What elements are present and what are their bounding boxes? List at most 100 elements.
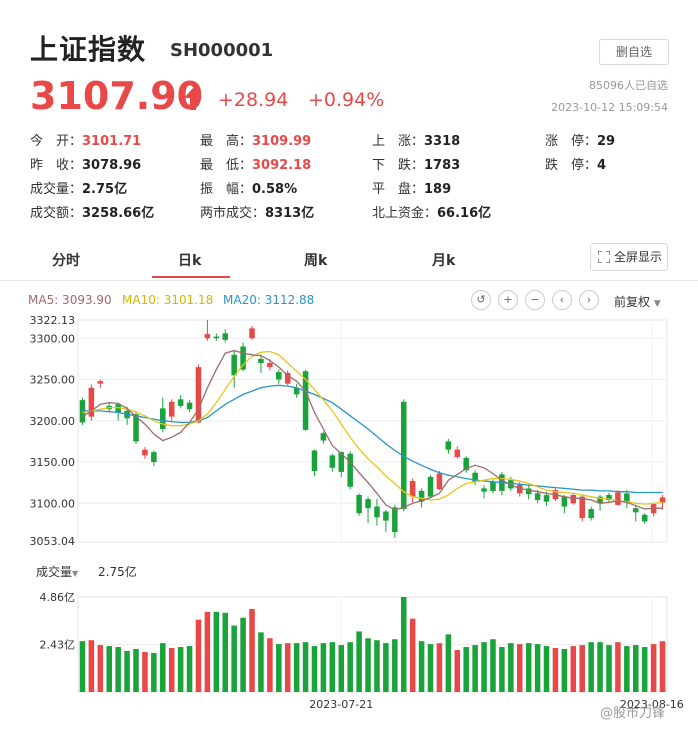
stat-value: 2.75亿	[82, 182, 128, 197]
stat-value: 1783	[424, 158, 461, 173]
candle-body	[133, 414, 139, 442]
adjust-select[interactable]: 前复权 ▼	[614, 293, 661, 310]
candle-body	[177, 399, 184, 406]
volume-bar	[293, 643, 300, 692]
candle-body	[659, 497, 666, 503]
stat-label: 昨 收：	[30, 158, 83, 173]
volume-bar	[311, 646, 318, 692]
candle-body	[624, 493, 630, 503]
stat-label: 今 开：	[30, 134, 83, 149]
volume-bar	[222, 612, 229, 692]
kline-chart[interactable]: 3322.13 3300.00 3250.00 3200.00 3150.00 3100.…	[0, 310, 698, 710]
volume-tick-label: 4.86亿	[40, 591, 76, 604]
candle-body	[463, 457, 469, 471]
candle-body	[320, 433, 327, 441]
stat-item: 平 盘：189	[372, 178, 451, 197]
candle-body	[543, 495, 550, 502]
stat-value: 189	[424, 182, 452, 197]
volume-bar	[418, 641, 425, 692]
volume-bar	[374, 640, 380, 692]
volume-bar	[570, 646, 577, 692]
candle-body	[579, 496, 585, 519]
stat-value: 3092.18	[252, 158, 312, 173]
reset-icon[interactable]: ↺	[471, 290, 491, 310]
candle-body	[249, 328, 255, 339]
stat-label: 成交额：	[30, 206, 83, 221]
candle-body	[195, 367, 202, 423]
candle-body	[160, 408, 166, 430]
candle-body	[561, 496, 568, 507]
volume-bar	[160, 643, 166, 692]
scroll-left-icon[interactable]: ‹	[552, 290, 572, 310]
stat-item: 今 开：3101.71	[30, 130, 141, 149]
zoom-out-icon[interactable]: −	[525, 290, 545, 310]
candle-body	[525, 488, 532, 495]
stat-item: 跌 停：4	[545, 154, 606, 173]
candle-body	[142, 449, 148, 456]
volume-bar	[124, 650, 130, 692]
tab-monthly-k[interactable]: 月k	[432, 253, 456, 269]
volume-bar	[445, 634, 452, 692]
candle-body	[516, 485, 523, 494]
volume-bar	[392, 639, 398, 692]
favorite-count: 85096人已自选	[589, 79, 668, 92]
volume-bar	[543, 646, 550, 692]
volume-bar	[213, 611, 220, 692]
volume-bar	[588, 642, 594, 692]
fullscreen-button[interactable]: 全屏显示	[590, 243, 668, 271]
candle-body	[632, 508, 639, 513]
candle-body	[374, 506, 380, 518]
tab-daily-k[interactable]: 日k	[178, 253, 202, 269]
volume-indicator-select[interactable]: 成交量▼	[36, 563, 78, 580]
volume-value: 2.75亿	[98, 565, 137, 579]
volume-bar	[338, 645, 345, 692]
candle-body	[115, 404, 121, 413]
active-tab-indicator	[152, 276, 230, 278]
y-tick-label: 3100.00	[30, 497, 76, 510]
stat-label: 涨 停：	[545, 134, 598, 149]
stat-value: 3258.66亿	[82, 206, 155, 221]
fullscreen-icon	[598, 251, 610, 263]
volume-bar	[454, 649, 461, 692]
stat-value: 3318	[424, 134, 461, 149]
volume-bar	[177, 647, 184, 692]
volume-bar	[204, 611, 211, 692]
stat-label: 北上资金：	[372, 206, 438, 221]
candle-body	[409, 480, 416, 497]
tab-intraday[interactable]: 分时	[52, 253, 80, 269]
candle-body	[311, 450, 318, 472]
candle-body	[472, 472, 478, 482]
scroll-right-icon[interactable]: ›	[579, 290, 599, 310]
stat-label: 成交量：	[30, 182, 83, 197]
candle-body	[454, 449, 461, 458]
volume-bar	[516, 644, 523, 692]
volume-bar	[97, 645, 104, 692]
candle-body	[284, 372, 291, 384]
candle-body	[356, 495, 362, 514]
stat-item: 下 跌：1783	[372, 154, 460, 173]
tab-weekly-k[interactable]: 周k	[304, 253, 328, 269]
stat-label: 下 跌：	[372, 158, 425, 173]
volume-bar	[240, 617, 246, 692]
volume-bar	[329, 642, 336, 692]
candle-body	[88, 387, 95, 417]
zoom-in-icon[interactable]: +	[498, 290, 518, 310]
candle-body	[222, 333, 229, 340]
volume-bar	[561, 648, 568, 692]
candle-body	[293, 387, 300, 395]
volume-bar	[320, 643, 327, 692]
up-arrow-icon	[184, 88, 202, 110]
volume-bar	[356, 631, 362, 692]
candle-body	[168, 401, 175, 417]
candle-body	[365, 499, 371, 509]
stat-item: 北上资金：66.16亿	[372, 202, 491, 221]
stat-item: 成交量：2.75亿	[30, 178, 127, 197]
candle-body	[240, 346, 246, 370]
y-tick-label: 3300.00	[30, 332, 76, 345]
kline-plot-frame	[77, 319, 668, 543]
volume-bar	[597, 642, 603, 692]
volume-bar	[615, 642, 621, 692]
remove-favorite-button[interactable]: 删自选	[599, 39, 669, 65]
volume-tick-label: 2.43亿	[40, 639, 76, 652]
volume-bar	[267, 638, 273, 692]
